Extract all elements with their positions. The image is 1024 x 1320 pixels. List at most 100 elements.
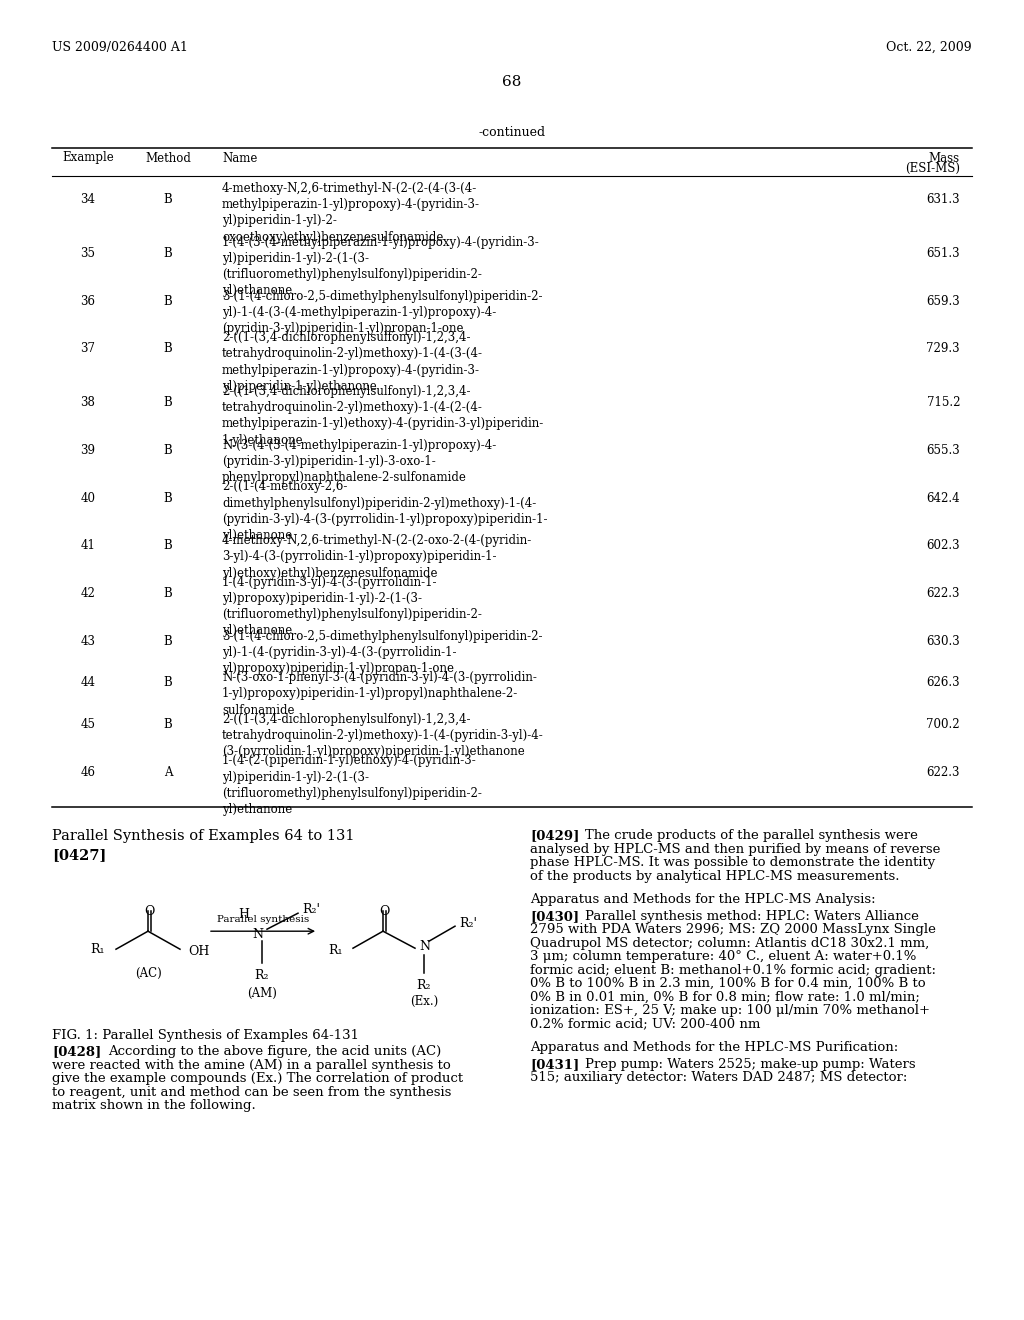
Text: (ESI-MS): (ESI-MS) xyxy=(905,162,961,176)
Text: -continued: -continued xyxy=(478,125,546,139)
Text: 3-(1-(4-chloro-2,5-dimethylphenylsulfonyl)piperidin-2-
yl)-1-(4-(pyridin-3-yl)-4: 3-(1-(4-chloro-2,5-dimethylphenylsulfony… xyxy=(222,630,543,675)
Text: Mass: Mass xyxy=(929,152,961,165)
Text: 37: 37 xyxy=(81,342,95,355)
Text: B: B xyxy=(164,587,172,601)
Text: The crude products of the parallel synthesis were: The crude products of the parallel synth… xyxy=(585,829,918,842)
Text: 40: 40 xyxy=(81,492,95,504)
Text: Example: Example xyxy=(62,152,114,165)
Text: 3-(1-(4-chloro-2,5-dimethylphenylsulfonyl)piperidin-2-
yl)-1-(4-(3-(4-methylpipe: 3-(1-(4-chloro-2,5-dimethylphenylsulfony… xyxy=(222,289,543,335)
Text: 45: 45 xyxy=(81,718,95,731)
Text: R₂: R₂ xyxy=(417,979,431,993)
Text: 41: 41 xyxy=(81,540,95,552)
Text: (Ex.): (Ex.) xyxy=(410,995,438,1008)
Text: Oct. 22, 2009: Oct. 22, 2009 xyxy=(887,41,972,54)
Text: 46: 46 xyxy=(81,766,95,779)
Text: B: B xyxy=(164,635,172,648)
Text: B: B xyxy=(164,444,172,457)
Text: N-(3-oxo-1-phenyl-3-(4-(pyridin-3-yl)-4-(3-(pyrrolidin-
1-yl)propoxy)piperidin-1: N-(3-oxo-1-phenyl-3-(4-(pyridin-3-yl)-4-… xyxy=(222,671,537,717)
Text: 2-((1-(3,4-dichlorophenylsulfonyl)-1,2,3,4-
tetrahydroquinolin-2-yl)methoxy)-1-(: 2-((1-(3,4-dichlorophenylsulfonyl)-1,2,3… xyxy=(222,331,483,393)
Text: N: N xyxy=(419,940,430,953)
Text: 622.3: 622.3 xyxy=(927,766,961,779)
Text: R₁: R₁ xyxy=(91,942,105,956)
Text: 4-methoxy-N,2,6-trimethyl-N-(2-(2-(4-(3-(4-
methylpiperazin-1-yl)propoxy)-4-(pyr: 4-methoxy-N,2,6-trimethyl-N-(2-(2-(4-(3-… xyxy=(222,182,480,244)
Text: analysed by HPLC-MS and then purified by means of reverse: analysed by HPLC-MS and then purified by… xyxy=(530,842,940,855)
Text: were reacted with the amine (AM) in a parallel synthesis to: were reacted with the amine (AM) in a pa… xyxy=(52,1059,451,1072)
Text: ionization: ES+, 25 V; make up: 100 μl/min 70% methanol+: ionization: ES+, 25 V; make up: 100 μl/m… xyxy=(530,1005,930,1018)
Text: 4-methoxy-N,2,6-trimethyl-N-(2-(2-oxo-2-(4-(pyridin-
3-yl)-4-(3-(pyrrolidin-1-yl: 4-methoxy-N,2,6-trimethyl-N-(2-(2-oxo-2-… xyxy=(222,535,532,579)
Text: 35: 35 xyxy=(81,247,95,260)
Text: 0% B to 100% B in 2.3 min, 100% B for 0.4 min, 100% B to: 0% B to 100% B in 2.3 min, 100% B for 0.… xyxy=(530,977,926,990)
Text: R₂': R₂' xyxy=(302,903,319,916)
Text: 0.2% formic acid; UV: 200-400 nm: 0.2% formic acid; UV: 200-400 nm xyxy=(530,1018,761,1031)
Text: matrix shown in the following.: matrix shown in the following. xyxy=(52,1100,256,1113)
Text: 655.3: 655.3 xyxy=(927,444,961,457)
Text: [0430]: [0430] xyxy=(530,909,580,923)
Text: Parallel Synthesis of Examples 64 to 131: Parallel Synthesis of Examples 64 to 131 xyxy=(52,829,354,843)
Text: B: B xyxy=(164,294,172,308)
Text: B: B xyxy=(164,540,172,552)
Text: 622.3: 622.3 xyxy=(927,587,961,601)
Text: B: B xyxy=(164,718,172,731)
Text: Method: Method xyxy=(145,152,190,165)
Text: [0431]: [0431] xyxy=(530,1057,580,1071)
Text: 626.3: 626.3 xyxy=(927,676,961,689)
Text: Quadrupol MS detector; column: Atlantis dC18 30x2.1 mm,: Quadrupol MS detector; column: Atlantis … xyxy=(530,937,929,949)
Text: B: B xyxy=(164,396,172,409)
Text: 44: 44 xyxy=(81,676,95,689)
Text: 700.2: 700.2 xyxy=(927,718,961,731)
Text: 729.3: 729.3 xyxy=(927,342,961,355)
Text: 2795 with PDA Waters 2996; MS: ZQ 2000 MassLynx Single: 2795 with PDA Waters 2996; MS: ZQ 2000 M… xyxy=(530,923,936,936)
Text: B: B xyxy=(164,676,172,689)
Text: (AM): (AM) xyxy=(247,987,276,1001)
Text: 34: 34 xyxy=(81,193,95,206)
Text: B: B xyxy=(164,193,172,206)
Text: 42: 42 xyxy=(81,587,95,601)
Text: 651.3: 651.3 xyxy=(927,247,961,260)
Text: B: B xyxy=(164,247,172,260)
Text: 1-(4-(3-(4-methylpiperazin-1-yl)propoxy)-4-(pyridin-3-
yl)piperidin-1-yl)-2-(1-(: 1-(4-(3-(4-methylpiperazin-1-yl)propoxy)… xyxy=(222,236,540,297)
Text: O: O xyxy=(379,906,389,919)
Text: According to the above figure, the acid units (AC): According to the above figure, the acid … xyxy=(108,1045,441,1059)
Text: [0429]: [0429] xyxy=(530,829,580,842)
Text: 2-((1-(4-methoxy-2,6-
dimethylphenylsulfonyl)piperidin-2-yl)methoxy)-1-(4-
(pyri: 2-((1-(4-methoxy-2,6- dimethylphenylsulf… xyxy=(222,480,548,543)
Text: 3 μm; column temperature: 40° C., eluent A: water+0.1%: 3 μm; column temperature: 40° C., eluent… xyxy=(530,950,916,964)
Text: give the example compounds (Ex.) The correlation of product: give the example compounds (Ex.) The cor… xyxy=(52,1072,463,1085)
Text: US 2009/0264400 A1: US 2009/0264400 A1 xyxy=(52,41,187,54)
Text: N-(3-(4-(3-(4-methylpiperazin-1-yl)propoxy)-4-
(pyridin-3-yl)piperidin-1-yl)-3-o: N-(3-(4-(3-(4-methylpiperazin-1-yl)propo… xyxy=(222,438,497,484)
Text: 68: 68 xyxy=(503,75,521,88)
Text: [0427]: [0427] xyxy=(52,849,106,862)
Text: 43: 43 xyxy=(81,635,95,648)
Text: Parallel synthesis method: HPLC: Waters Alliance: Parallel synthesis method: HPLC: Waters … xyxy=(585,909,919,923)
Text: H: H xyxy=(239,908,250,921)
Text: 1-(4-(pyridin-3-yl)-4-(3-(pyrrolidin-1-
yl)propoxy)piperidin-1-yl)-2-(1-(3-
(tri: 1-(4-(pyridin-3-yl)-4-(3-(pyrrolidin-1- … xyxy=(222,576,482,638)
Text: FIG. 1: Parallel Synthesis of Examples 64-131: FIG. 1: Parallel Synthesis of Examples 6… xyxy=(52,1030,359,1043)
Text: 36: 36 xyxy=(81,294,95,308)
Text: 715.2: 715.2 xyxy=(927,396,961,409)
Text: 38: 38 xyxy=(81,396,95,409)
Text: 631.3: 631.3 xyxy=(927,193,961,206)
Text: Parallel synthesis: Parallel synthesis xyxy=(217,915,309,924)
Text: 515; auxiliary detector: Waters DAD 2487; MS detector:: 515; auxiliary detector: Waters DAD 2487… xyxy=(530,1072,907,1084)
Text: to reagent, unit and method can be seen from the synthesis: to reagent, unit and method can be seen … xyxy=(52,1085,452,1098)
Text: 39: 39 xyxy=(81,444,95,457)
Text: 642.4: 642.4 xyxy=(927,492,961,504)
Text: OH: OH xyxy=(188,945,209,958)
Text: R₂': R₂' xyxy=(459,916,477,929)
Text: Apparatus and Methods for the HPLC-MS Analysis:: Apparatus and Methods for the HPLC-MS An… xyxy=(530,894,876,907)
Text: B: B xyxy=(164,342,172,355)
Text: O: O xyxy=(143,906,155,919)
Text: of the products by analytical HPLC-MS measurements.: of the products by analytical HPLC-MS me… xyxy=(530,870,899,883)
Text: 1-(4-(2-(piperidin-1-yl)ethoxy)-4-(pyridin-3-
yl)piperidin-1-yl)-2-(1-(3-
(trifl: 1-(4-(2-(piperidin-1-yl)ethoxy)-4-(pyrid… xyxy=(222,755,482,816)
Text: 0% B in 0.01 min, 0% B for 0.8 min; flow rate: 1.0 ml/min;: 0% B in 0.01 min, 0% B for 0.8 min; flow… xyxy=(530,991,920,1003)
Text: (AC): (AC) xyxy=(134,968,162,981)
Text: B: B xyxy=(164,492,172,504)
Text: A: A xyxy=(164,766,172,779)
Text: phase HPLC-MS. It was possible to demonstrate the identity: phase HPLC-MS. It was possible to demons… xyxy=(530,857,935,869)
Text: R₁: R₁ xyxy=(329,944,343,957)
Text: 630.3: 630.3 xyxy=(927,635,961,648)
Text: R₂: R₂ xyxy=(255,969,269,982)
Text: N: N xyxy=(253,928,263,941)
Text: Name: Name xyxy=(222,152,257,165)
Text: 2-((1-(3,4-dichlorophenylsulfonyl)-1,2,3,4-
tetrahydroquinolin-2-yl)methoxy)-1-(: 2-((1-(3,4-dichlorophenylsulfonyl)-1,2,3… xyxy=(222,385,544,446)
Text: 602.3: 602.3 xyxy=(927,540,961,552)
